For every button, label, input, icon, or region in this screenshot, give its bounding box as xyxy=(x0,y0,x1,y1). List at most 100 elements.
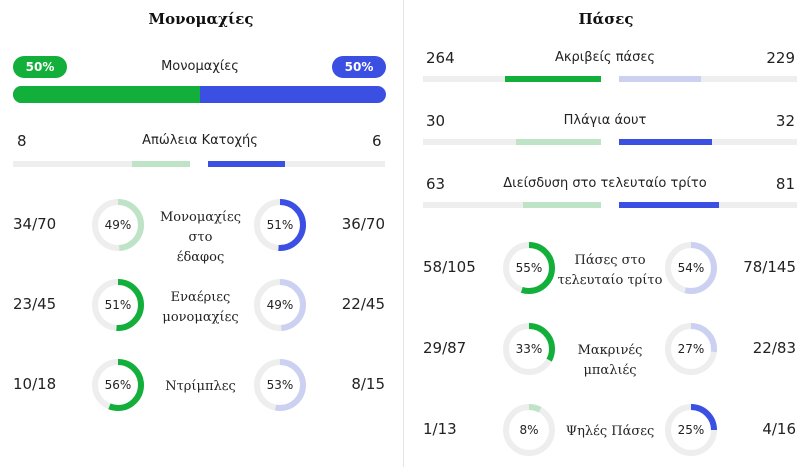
ring-label-line1: Μακρινές μπαλιές xyxy=(577,343,643,378)
home-ring-arc xyxy=(92,279,144,331)
away-ring-arc xyxy=(665,323,717,375)
home-bar-value: 63 xyxy=(426,175,446,193)
home-bar-fill xyxy=(504,76,601,82)
away-ring-value: 22/83 xyxy=(752,339,796,357)
away-ring-arc xyxy=(254,359,306,411)
home-bar-value: 264 xyxy=(426,49,455,67)
home-bar-value: 30 xyxy=(426,112,446,130)
away-possession-lost-fill xyxy=(208,161,286,167)
home-ring-pct: 49% xyxy=(104,218,132,232)
home-bar-fill xyxy=(522,202,601,208)
away-bar-track xyxy=(619,139,797,145)
ring-label: Πάσες στο τελευταίο τρίτο xyxy=(555,251,665,291)
away-ring-pct: 54% xyxy=(677,261,705,275)
home-ring: 33% xyxy=(502,322,556,376)
home-ring-arc xyxy=(92,199,144,251)
home-ring-pct: 55% xyxy=(515,261,543,275)
home-ring-value: 29/87 xyxy=(423,339,467,357)
home-possession-lost-fill xyxy=(131,161,190,167)
bar-label: Διείσδυση στο τελευταίο τρίτο xyxy=(503,176,707,191)
ring-label: Εναέριες μονομαχίες xyxy=(148,288,253,328)
possession-lost-label: Απώλεια Κατοχής xyxy=(142,133,258,148)
away-ring-pct: 27% xyxy=(677,342,705,356)
away-possession-lost-value: 6 xyxy=(372,132,382,150)
home-ring-value: 1/13 xyxy=(423,420,457,438)
home-ring-pct: 33% xyxy=(515,342,543,356)
away-ring-pct: 51% xyxy=(266,218,294,232)
home-ring-pct: 8% xyxy=(519,423,539,437)
away-bar-value: 229 xyxy=(766,49,795,67)
ring-label-line1: Ντρίμπλες xyxy=(165,379,236,394)
away-bar-fill xyxy=(619,139,712,145)
panel-divider xyxy=(403,0,404,467)
duels-title: Μονομαχίες xyxy=(148,10,254,28)
ring-label-line2: μονομαχίες xyxy=(162,310,239,325)
duels-panel: Μονομαχίες 50% Μονομαχίες 50% 8 Απώλεια … xyxy=(0,0,402,467)
bar-label: Ακριβείς πάσες xyxy=(555,50,655,65)
away-ring-pct: 49% xyxy=(266,298,294,312)
away-ring: 51% xyxy=(253,198,307,252)
away-bar-track xyxy=(619,76,797,82)
ring-label-line2: έδαφος xyxy=(176,250,225,265)
away-ring: 54% xyxy=(664,241,718,295)
away-ring-arc xyxy=(254,199,306,251)
home-bar-track xyxy=(423,76,601,82)
away-duels-pct-badge: 50% xyxy=(332,56,386,78)
away-ring-value: 22/45 xyxy=(341,295,385,313)
away-bar-fill xyxy=(619,202,719,208)
home-ring-arc xyxy=(503,404,555,456)
ring-label: Μονομαχίες στο έδαφος xyxy=(148,208,253,268)
home-possession-lost-value: 8 xyxy=(17,132,27,150)
ring-label: Ψηλές Πάσες xyxy=(555,422,665,442)
away-ring: 53% xyxy=(253,358,307,412)
away-possession-lost-track xyxy=(208,161,385,167)
duels-label: Μονομαχίες xyxy=(161,59,239,74)
home-ring: 8% xyxy=(502,403,556,457)
home-ring-value: 23/45 xyxy=(13,295,57,313)
home-ring-arc xyxy=(92,359,144,411)
home-duels-pct-badge: 50% xyxy=(13,56,67,78)
home-bar-track xyxy=(423,202,601,208)
away-ring-arc xyxy=(665,404,717,456)
away-ring: 25% xyxy=(664,403,718,457)
ring-label: Ντρίμπλες xyxy=(148,377,253,397)
duels-home-share-fill xyxy=(13,86,200,103)
home-ring-value: 34/70 xyxy=(13,215,57,233)
away-ring-value: 4/16 xyxy=(762,420,796,438)
bar-label: Πλάγια άουτ xyxy=(563,113,647,128)
away-ring-arc xyxy=(254,279,306,331)
home-bar-fill xyxy=(515,139,601,145)
ring-label-line1: Πάσες στο xyxy=(574,253,646,268)
home-ring: 51% xyxy=(91,278,145,332)
away-ring-pct: 53% xyxy=(266,378,294,392)
away-ring: 49% xyxy=(253,278,307,332)
away-bar-value: 81 xyxy=(775,175,795,193)
home-possession-lost-track xyxy=(13,161,190,167)
home-ring-pct: 51% xyxy=(104,298,132,312)
ring-label-line2: τελευταίο τρίτο xyxy=(557,273,663,288)
home-ring: 56% xyxy=(91,358,145,412)
ring-label-line1: Εναέριες xyxy=(170,290,231,305)
ring-label: Μακρινές μπαλιές xyxy=(555,341,665,381)
home-ring-value: 58/105 xyxy=(423,258,476,276)
home-ring-value: 10/18 xyxy=(13,375,57,393)
away-bar-track xyxy=(619,202,797,208)
away-ring: 27% xyxy=(664,322,718,376)
passes-title: Πάσες xyxy=(578,10,634,28)
ring-label-line1: Μονομαχίες στο xyxy=(159,210,242,245)
duels-share-bar xyxy=(13,86,386,103)
away-ring-arc xyxy=(665,242,717,294)
away-ring-pct: 25% xyxy=(677,423,705,437)
home-ring-arc xyxy=(503,242,555,294)
home-ring: 49% xyxy=(91,198,145,252)
away-ring-value: 36/70 xyxy=(341,215,385,233)
away-ring-value: 8/15 xyxy=(351,375,385,393)
home-ring-pct: 56% xyxy=(104,378,132,392)
home-ring: 55% xyxy=(502,241,556,295)
home-ring-arc xyxy=(503,323,555,375)
away-bar-value: 32 xyxy=(775,112,795,130)
home-bar-track xyxy=(423,139,601,145)
away-ring-value: 78/145 xyxy=(743,258,796,276)
passes-panel: Πάσες 264 Ακριβείς πάσες 229 30 Πλάγια άουτ 3… xyxy=(405,0,807,467)
ring-label-line1: Ψηλές Πάσες xyxy=(565,424,655,439)
